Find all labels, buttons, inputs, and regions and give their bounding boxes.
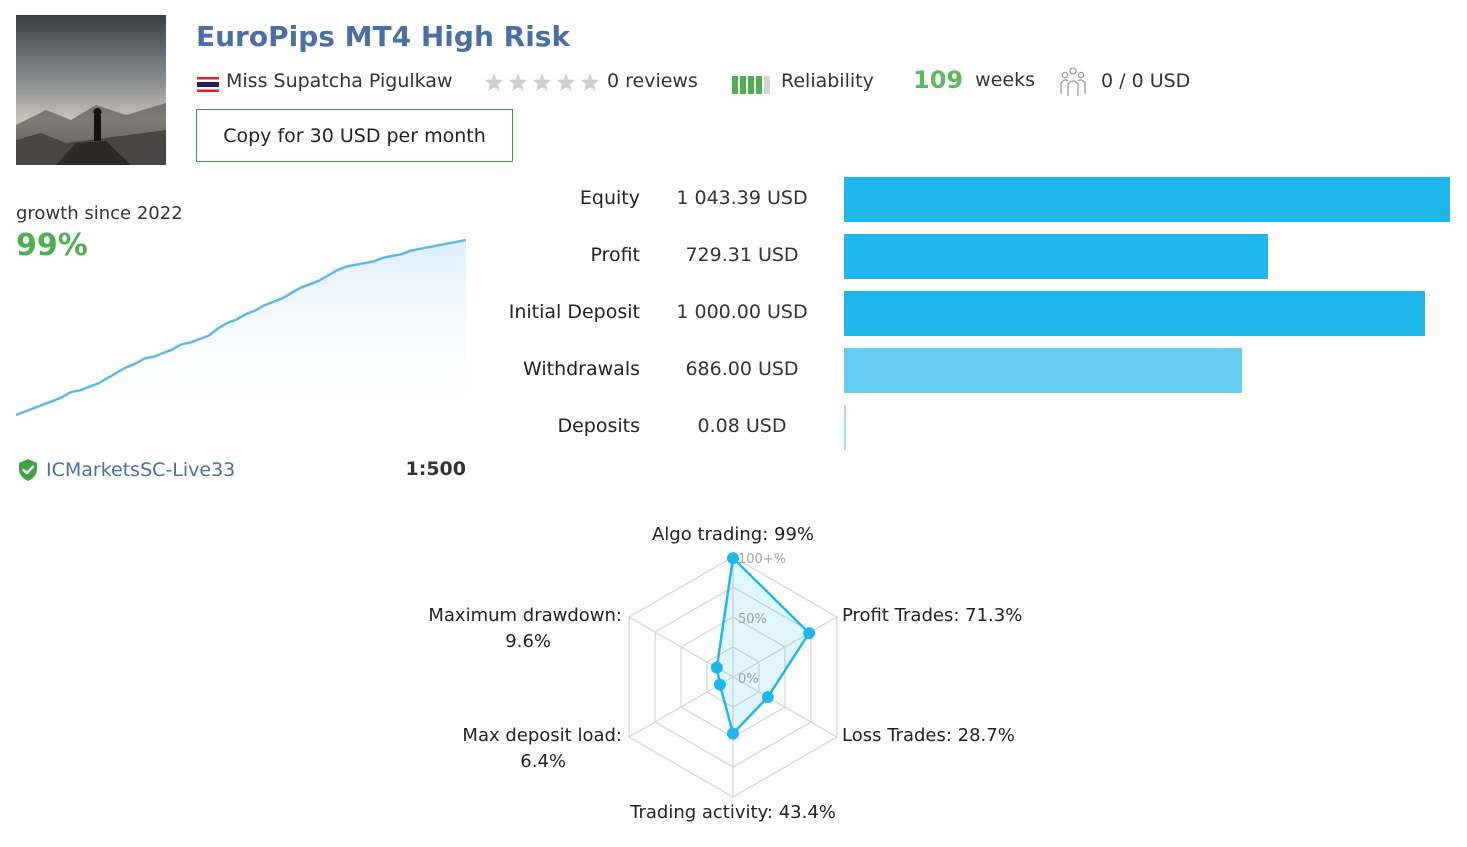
weeks-count: 109 weeks (913, 66, 1035, 94)
star-icon (532, 73, 552, 92)
reliability-label[interactable]: Reliability (781, 70, 874, 92)
subscribers-icon (1058, 66, 1088, 98)
star-icon (556, 73, 576, 92)
equity-bar (844, 177, 1450, 222)
weeks-label: weeks (975, 69, 1035, 91)
signal-title[interactable]: EuroPips MT4 High Risk (196, 20, 571, 53)
growth-value: 99% (16, 228, 88, 263)
radar-axis-line (732, 676, 838, 738)
radar-point (803, 627, 816, 640)
algo-trading-label: Algo trading: 99% (652, 524, 814, 545)
trading-activity-label: Trading activity: 43.4% (629, 802, 836, 823)
radar-axis-line (732, 616, 838, 678)
radar-chart[interactable]: 100+% 50% 0% Algo trading: 99% Profit Tr… (420, 515, 1040, 835)
equity-value: 1 043.39 USD (676, 187, 808, 209)
profit-trades-label: Profit Trades: 71.3% (842, 605, 1022, 626)
initial-deposit-label: Initial Deposit (508, 301, 640, 323)
reliability-bar (764, 76, 770, 94)
radar-scale-0: 0% (738, 672, 759, 687)
server-name[interactable]: ICMarketsSC-Live33 (46, 459, 236, 481)
reliability-bar (756, 76, 762, 94)
rating-stars[interactable] (483, 72, 601, 98)
radar-point (710, 661, 723, 674)
growth-line (15, 238, 467, 417)
max-drawdown-value: 9.6% (505, 631, 551, 652)
profit-bar (844, 234, 1268, 279)
deposits-label: Deposits (557, 415, 640, 437)
deposits-value: 0.08 USD (697, 415, 787, 437)
server-link[interactable]: ICMarketsSC-Live33 (16, 457, 235, 483)
star-icon (484, 73, 504, 92)
thailand-flag-icon (197, 77, 219, 92)
radar-point (761, 691, 774, 704)
weeks-number: 109 (913, 66, 964, 94)
withdrawals-value: 686.00 USD (685, 358, 799, 380)
author-name[interactable]: Miss Supatcha Pigulkaw (226, 70, 453, 92)
loss-trades-label: Loss Trades: 28.7% (842, 725, 1015, 746)
radar-point (727, 552, 739, 565)
growth-area (16, 240, 466, 420)
growth-chart[interactable] (15, 230, 467, 420)
profit-value: 729.31 USD (685, 244, 799, 266)
star-icon (580, 73, 600, 92)
radar-polygon (715, 556, 811, 735)
withdrawals-bar (844, 348, 1243, 393)
max-deposit-load-label: Max deposit load: (462, 725, 622, 746)
leverage-value: 1:500 (405, 458, 466, 480)
radar-point (727, 727, 739, 740)
withdrawals-label: Withdrawals (522, 358, 640, 380)
verified-shield-icon (19, 459, 37, 481)
growth-label: growth since 2022 (16, 203, 183, 224)
reliability-bar (748, 76, 754, 94)
reliability-icon (732, 76, 774, 94)
deposits-bar (844, 405, 846, 450)
copy-subscription-button[interactable]: Copy for 30 USD per month (196, 109, 513, 162)
avatar[interactable] (16, 15, 166, 165)
reliability-bar (740, 76, 746, 94)
initial-deposit-bar (844, 291, 1425, 336)
radar-scale-50: 50% (738, 612, 767, 627)
radar-point (713, 678, 726, 691)
radar-scale-100: 100+% (738, 552, 786, 567)
subscribers-value: 0 / 0 USD (1101, 70, 1191, 92)
reliability-bar (732, 76, 738, 94)
max-drawdown-label: Maximum drawdown: (428, 605, 622, 626)
max-deposit-load-value: 6.4% (520, 751, 566, 772)
profit-label: Profit (590, 244, 640, 266)
reviews-count[interactable]: 0 reviews (607, 70, 698, 92)
star-icon (508, 73, 528, 92)
equity-label: Equity (579, 187, 640, 209)
initial-deposit-value: 1 000.00 USD (676, 301, 808, 323)
